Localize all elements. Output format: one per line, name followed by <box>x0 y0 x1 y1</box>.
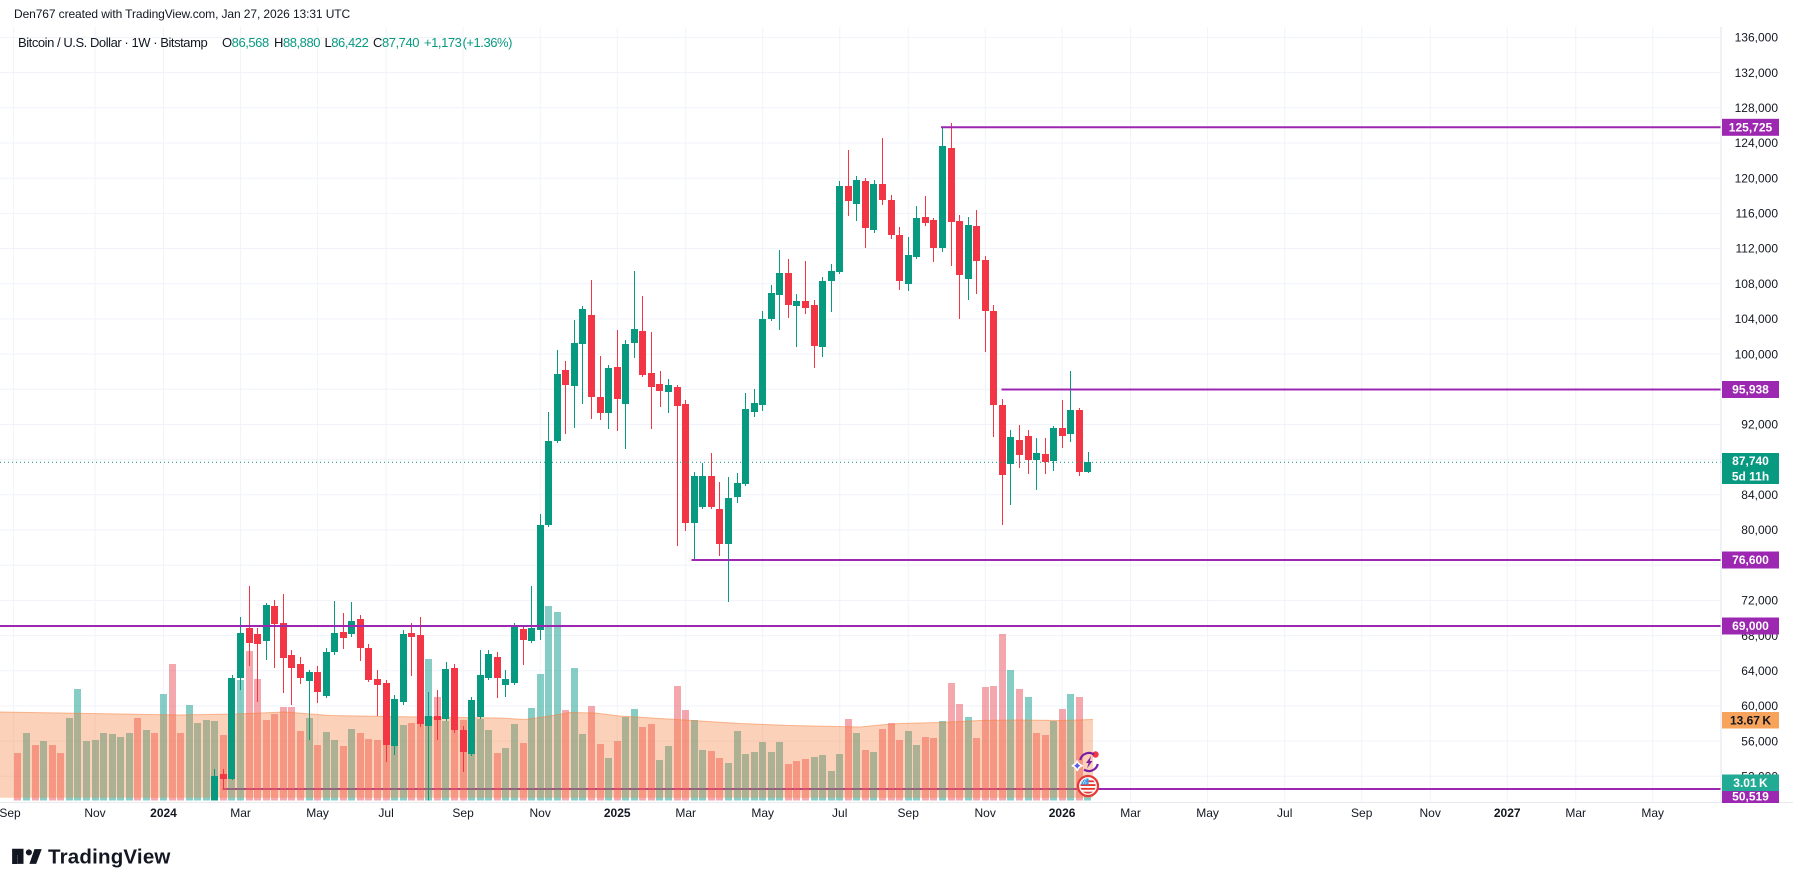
svg-text:104,000: 104,000 <box>1735 312 1779 326</box>
svg-text:Nov: Nov <box>84 806 105 820</box>
svg-text:60,000: 60,000 <box>1741 699 1778 713</box>
svg-text:92,000: 92,000 <box>1741 418 1778 432</box>
svg-text:100,000: 100,000 <box>1735 347 1779 361</box>
svg-text:Mar: Mar <box>1120 806 1141 820</box>
svg-text:50,519: 50,519 <box>1732 790 1769 804</box>
svg-text:95,938: 95,938 <box>1732 383 1769 397</box>
svg-text:May: May <box>306 806 329 820</box>
svg-text:TradingView: TradingView <box>48 846 171 869</box>
svg-text:128,000: 128,000 <box>1735 101 1779 115</box>
svg-text:2027: 2027 <box>1494 806 1521 820</box>
svg-text:2024: 2024 <box>150 806 177 820</box>
svg-text:2025: 2025 <box>604 806 631 820</box>
svg-text:56,000: 56,000 <box>1741 734 1778 748</box>
svg-text:Mar: Mar <box>230 806 251 820</box>
svg-text:13.67 K: 13.67 K <box>1730 714 1771 728</box>
svg-text:80,000: 80,000 <box>1741 523 1778 537</box>
svg-text:116,000: 116,000 <box>1736 207 1779 221</box>
svg-text:125,725: 125,725 <box>1729 121 1773 135</box>
svg-text:5d 11h: 5d 11h <box>1732 469 1769 483</box>
svg-text:Sep: Sep <box>1351 806 1373 820</box>
svg-text:87,740: 87,740 <box>1732 454 1769 468</box>
svg-text:69,000: 69,000 <box>1732 619 1769 633</box>
svg-text:124,000: 124,000 <box>1735 136 1779 150</box>
svg-text:84,000: 84,000 <box>1741 488 1778 502</box>
svg-text:112,000: 112,000 <box>1736 242 1779 256</box>
svg-text:72,000: 72,000 <box>1741 594 1778 608</box>
svg-text:Mar: Mar <box>675 806 696 820</box>
svg-text:Nov: Nov <box>530 806 551 820</box>
svg-text:2026: 2026 <box>1049 806 1076 820</box>
svg-text:120,000: 120,000 <box>1735 171 1779 185</box>
svg-text:May: May <box>1641 806 1664 820</box>
svg-text:Sep: Sep <box>452 806 474 820</box>
svg-text:Jul: Jul <box>378 806 393 820</box>
svg-text:Sep: Sep <box>0 806 21 820</box>
svg-text:76,600: 76,600 <box>1732 553 1769 567</box>
svg-text:108,000: 108,000 <box>1735 277 1779 291</box>
svg-text:136,000: 136,000 <box>1735 31 1779 45</box>
svg-text:Nov: Nov <box>975 806 996 820</box>
svg-text:Sep: Sep <box>898 806 920 820</box>
svg-text:Mar: Mar <box>1565 806 1586 820</box>
svg-text:64,000: 64,000 <box>1741 664 1778 678</box>
svg-text:May: May <box>751 806 774 820</box>
svg-text:Jul: Jul <box>1277 806 1292 820</box>
svg-text:May: May <box>1196 806 1219 820</box>
svg-text:Nov: Nov <box>1420 806 1441 820</box>
svg-text:132,000: 132,000 <box>1735 66 1779 80</box>
svg-text:Jul: Jul <box>832 806 847 820</box>
svg-text:3.01 K: 3.01 K <box>1733 776 1768 790</box>
